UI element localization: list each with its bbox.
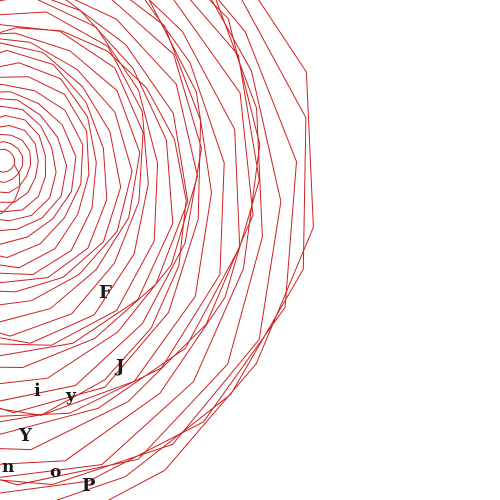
spiral-ring bbox=[0, 0, 202, 414]
spiral-connector bbox=[104, 327, 152, 381]
spiral-ring bbox=[0, 76, 90, 269]
spiral-ring bbox=[0, 0, 203, 402]
spiral-connector bbox=[2, 200, 15, 213]
spiral-ring bbox=[55, 0, 307, 500]
spiral-connector bbox=[178, 200, 187, 266]
letter-n-label: n bbox=[2, 457, 15, 477]
spiral-ring bbox=[0, 0, 298, 494]
spiral-ring bbox=[0, 83, 84, 259]
spiral-ring bbox=[0, 49, 108, 284]
spiral-ring bbox=[0, 0, 174, 357]
spiral-ring bbox=[0, 32, 141, 323]
spiral-ring bbox=[0, 24, 144, 337]
spiral-ring bbox=[0, 0, 263, 486]
spiral-ring bbox=[0, 42, 122, 293]
spiral-rings bbox=[0, 0, 314, 500]
letter-y-lower-label: y bbox=[66, 386, 76, 406]
letter-p-label: P bbox=[82, 475, 96, 496]
spiral-ring bbox=[0, 0, 189, 369]
spiral-ring bbox=[0, 148, 16, 173]
spiral-connector bbox=[0, 212, 3, 215]
spiral-ring bbox=[0, 0, 213, 416]
spiral-ring bbox=[0, 98, 68, 232]
spiral-ring bbox=[107, 0, 314, 500]
spiral-ring bbox=[0, 62, 97, 276]
spiral-ring bbox=[0, 0, 159, 346]
spiral-connector bbox=[15, 27, 62, 32]
spiral-connector bbox=[0, 414, 43, 423]
letter-y-upper-label: Y bbox=[19, 425, 32, 446]
letter-f-label: F bbox=[99, 282, 112, 303]
spiral-ring bbox=[0, 133, 32, 194]
spiral-connector bbox=[61, 30, 108, 52]
spiral-connector bbox=[146, 87, 175, 140]
spiral-ring bbox=[0, 0, 254, 451]
spiral-connector bbox=[42, 379, 105, 416]
spiral-ring bbox=[0, 114, 47, 213]
spiral-connector bbox=[106, 50, 147, 89]
spiral-ring bbox=[0, 0, 241, 435]
spiral-ring bbox=[0, 0, 199, 385]
spiral-ring bbox=[0, 124, 39, 203]
spiral-ring bbox=[0, 91, 77, 245]
spiral-ring bbox=[0, 0, 282, 486]
spiral-ring bbox=[0, 141, 24, 183]
letter-o-label: o bbox=[50, 462, 62, 482]
spiral-connector bbox=[13, 164, 20, 175]
spiral-connector bbox=[0, 27, 17, 34]
spiral-connector bbox=[150, 265, 180, 329]
spiral-ring bbox=[0, 0, 225, 417]
spiral-ring bbox=[0, 11, 149, 344]
spiral-connector bbox=[18, 173, 21, 187]
letter-i-label: i bbox=[34, 380, 41, 401]
spiral-ring bbox=[0, 0, 261, 478]
spiral-ring bbox=[0, 0, 260, 465]
spiral-ring bbox=[0, 38, 133, 306]
spiral-connector bbox=[173, 139, 187, 201]
spiral-ring bbox=[0, 105, 57, 222]
letter-j-label: J bbox=[116, 356, 125, 377]
spiral-connector bbox=[13, 186, 21, 201]
